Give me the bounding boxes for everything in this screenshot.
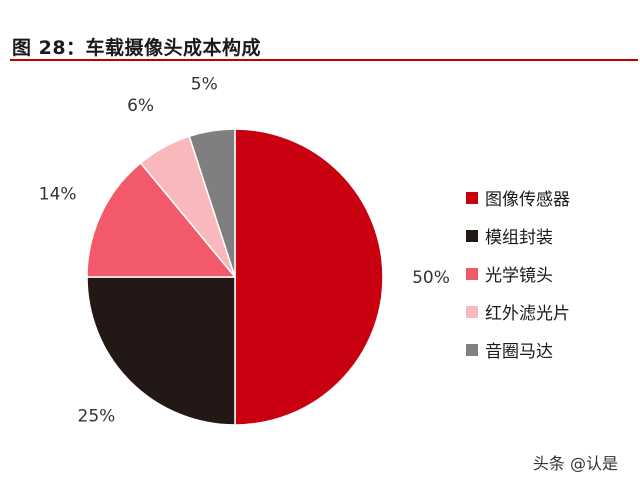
- data-label-voice-coil-motor: 5%: [191, 74, 218, 94]
- data-label-image-sensor: 50%: [412, 268, 450, 288]
- legend-label: 光学镜头: [485, 266, 553, 286]
- legend-item-ir-filter: 红外滤光片: [466, 297, 626, 326]
- legend-swatch: [466, 305, 478, 318]
- legend: 图像传感器 模组封装 光学镜头 红外滤光片 音圈马达: [466, 183, 626, 373]
- legend-item-module-packaging: 模组封装: [466, 221, 626, 250]
- legend-swatch: [466, 343, 478, 356]
- watermark: 头条 @认是: [532, 454, 618, 473]
- legend-label: 图像传感器: [485, 190, 570, 210]
- pie-slice-image-sensor: [234, 128, 384, 426]
- pie-slice-voice-coil-motor: [188, 128, 236, 278]
- pie-slice-module-packaging: [86, 276, 236, 426]
- legend-swatch: [466, 267, 478, 280]
- title-rule: [10, 59, 638, 61]
- legend-label: 红外滤光片: [485, 304, 570, 324]
- data-label-ir-filter: 6%: [127, 96, 154, 116]
- legend-swatch: [466, 191, 478, 204]
- legend-item-image-sensor: 图像传感器: [466, 183, 626, 212]
- legend-label: 模组封装: [485, 228, 553, 248]
- chart-title: 图 28：车载摄像头成本构成: [12, 37, 262, 59]
- legend-item-voice-coil-motor: 音圈马达: [466, 335, 626, 364]
- data-label-module-packaging: 25%: [78, 407, 116, 427]
- legend-label: 音圈马达: [485, 342, 553, 362]
- legend-swatch: [466, 229, 478, 242]
- pie-slice-optical-lens: [86, 161, 237, 278]
- legend-item-optical-lens: 光学镜头: [466, 259, 626, 288]
- data-label-optical-lens: 14%: [39, 185, 77, 205]
